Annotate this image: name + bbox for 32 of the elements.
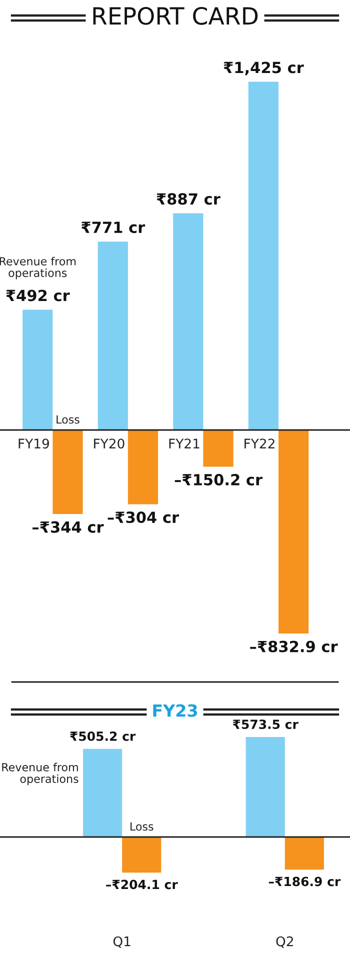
chart-title: FY23 (153, 704, 197, 717)
data-label: ₹1,425 cr (224, 62, 304, 76)
bar (52, 430, 83, 514)
bar (22, 310, 53, 430)
bar (98, 242, 128, 430)
x-tick-label: Q2 (276, 936, 293, 948)
x-tick-label: Q1 (113, 936, 130, 948)
data-label: –₹832.9 cr (250, 640, 338, 652)
data-label: –₹150.2 cr (174, 474, 262, 486)
x-tick-label: FY20 (94, 438, 124, 449)
data-label: –₹304 cr (108, 512, 180, 524)
chart-title: REPORT CARD (93, 6, 258, 25)
x-tick-label: FY19 (18, 438, 49, 449)
data-label: –₹344 cr (32, 521, 104, 533)
data-label: ₹492 cr (6, 290, 70, 302)
x-tick-label: FY22 (244, 438, 274, 448)
series-label: Loss (130, 822, 154, 831)
bar (278, 430, 309, 634)
series-label: Revenue from operations (2, 762, 78, 786)
series-label: Loss (56, 415, 80, 424)
data-label: –₹204.1 cr (106, 880, 178, 890)
x-tick-label: FY21 (169, 438, 200, 448)
bar (248, 82, 278, 430)
bar (203, 430, 234, 467)
data-label: ₹573.5 cr (232, 720, 298, 730)
bar (173, 213, 204, 430)
bar (128, 430, 158, 504)
data-label: –₹186.9 cr (268, 876, 341, 886)
data-label: ₹771 cr (81, 222, 146, 234)
data-label: ₹505.2 cr (70, 731, 136, 741)
text: Revenue from operations (0, 256, 76, 280)
data-label: ₹887 cr (156, 193, 220, 205)
